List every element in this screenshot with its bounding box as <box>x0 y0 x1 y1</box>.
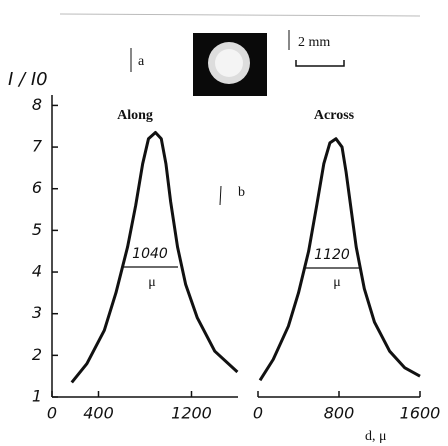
x-tick-label: 800 <box>324 404 355 423</box>
spot-core <box>215 49 243 77</box>
y-tick-label: 7 <box>32 137 43 156</box>
scale-label: 2 mm <box>298 35 330 50</box>
curve <box>258 137 421 382</box>
x-tick-label: 400 <box>83 404 114 423</box>
fwhm-unit: μ <box>148 275 156 290</box>
y-tick-label: 5 <box>32 220 42 239</box>
scan-line <box>59 13 421 17</box>
x-tick-label: 1600 <box>400 404 441 423</box>
x-axis-label: d, μ <box>365 429 387 444</box>
y-axis-label: I / I0 <box>8 69 48 90</box>
x-tick-label: 0 <box>47 404 57 423</box>
y-tick-label: 1 <box>32 387 42 406</box>
panel-label: a <box>138 54 145 69</box>
fwhm-label: 1040 <box>132 246 168 262</box>
x-tick-label: 0 <box>253 404 263 423</box>
y-tick-label: 6 <box>32 178 42 197</box>
y-tick-label: 8 <box>32 95 42 114</box>
y-tick-label: 3 <box>32 303 42 322</box>
fwhm-label: 1120 <box>314 247 350 263</box>
y-tick-label: 4 <box>32 262 42 281</box>
chart-title: Across <box>314 108 355 123</box>
marker <box>219 185 222 206</box>
fwhm-unit: μ <box>333 275 341 290</box>
chart-title: Along <box>117 108 153 123</box>
x-tick-label: 1200 <box>171 404 212 423</box>
y-tick-label: 2 <box>32 345 42 364</box>
curve <box>70 130 239 384</box>
scale-bar <box>295 60 345 67</box>
panel-label: b <box>238 185 245 200</box>
